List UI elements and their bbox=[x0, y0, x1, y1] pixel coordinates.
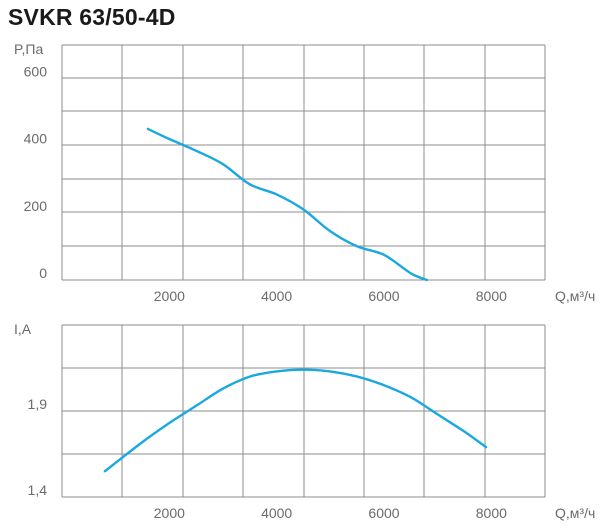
x-tick-label: 4000 bbox=[261, 288, 292, 304]
x-axis-label: Q,м³/ч bbox=[555, 288, 595, 304]
x-tick-label: 4000 bbox=[261, 505, 292, 521]
y-axis-label: I,А bbox=[14, 321, 32, 337]
x-axis-label: Q,м³/ч bbox=[555, 505, 595, 521]
current-curve bbox=[103, 368, 488, 473]
y-tick-label: 200 bbox=[24, 198, 48, 214]
pressure-curve bbox=[146, 127, 429, 282]
pressure-chart: 0 200 400 600 2000 4000 6000 8000 P,Па Q,м³/ч bbox=[14, 41, 595, 304]
x-tick-label: 8000 bbox=[476, 505, 507, 521]
y-axis-label: P,Па bbox=[14, 41, 43, 57]
chart-title: SVKR 63/50-4D bbox=[8, 4, 176, 30]
current-chart: 1,4 1,9 2000 4000 6000 8000 I,А Q,м³/ч bbox=[14, 321, 595, 521]
x-tick-label: 2000 bbox=[154, 288, 185, 304]
y-tick-label: 1,9 bbox=[28, 396, 48, 412]
x-tick-label: 6000 bbox=[368, 288, 399, 304]
x-tick-label: 2000 bbox=[154, 505, 185, 521]
y-tick-label: 1,4 bbox=[28, 482, 48, 498]
x-tick-label: 8000 bbox=[476, 288, 507, 304]
y-tick-label: 0 bbox=[39, 265, 47, 281]
y-tick-label: 600 bbox=[24, 64, 48, 80]
x-tick-label: 6000 bbox=[368, 505, 399, 521]
y-tick-label: 400 bbox=[24, 131, 48, 147]
